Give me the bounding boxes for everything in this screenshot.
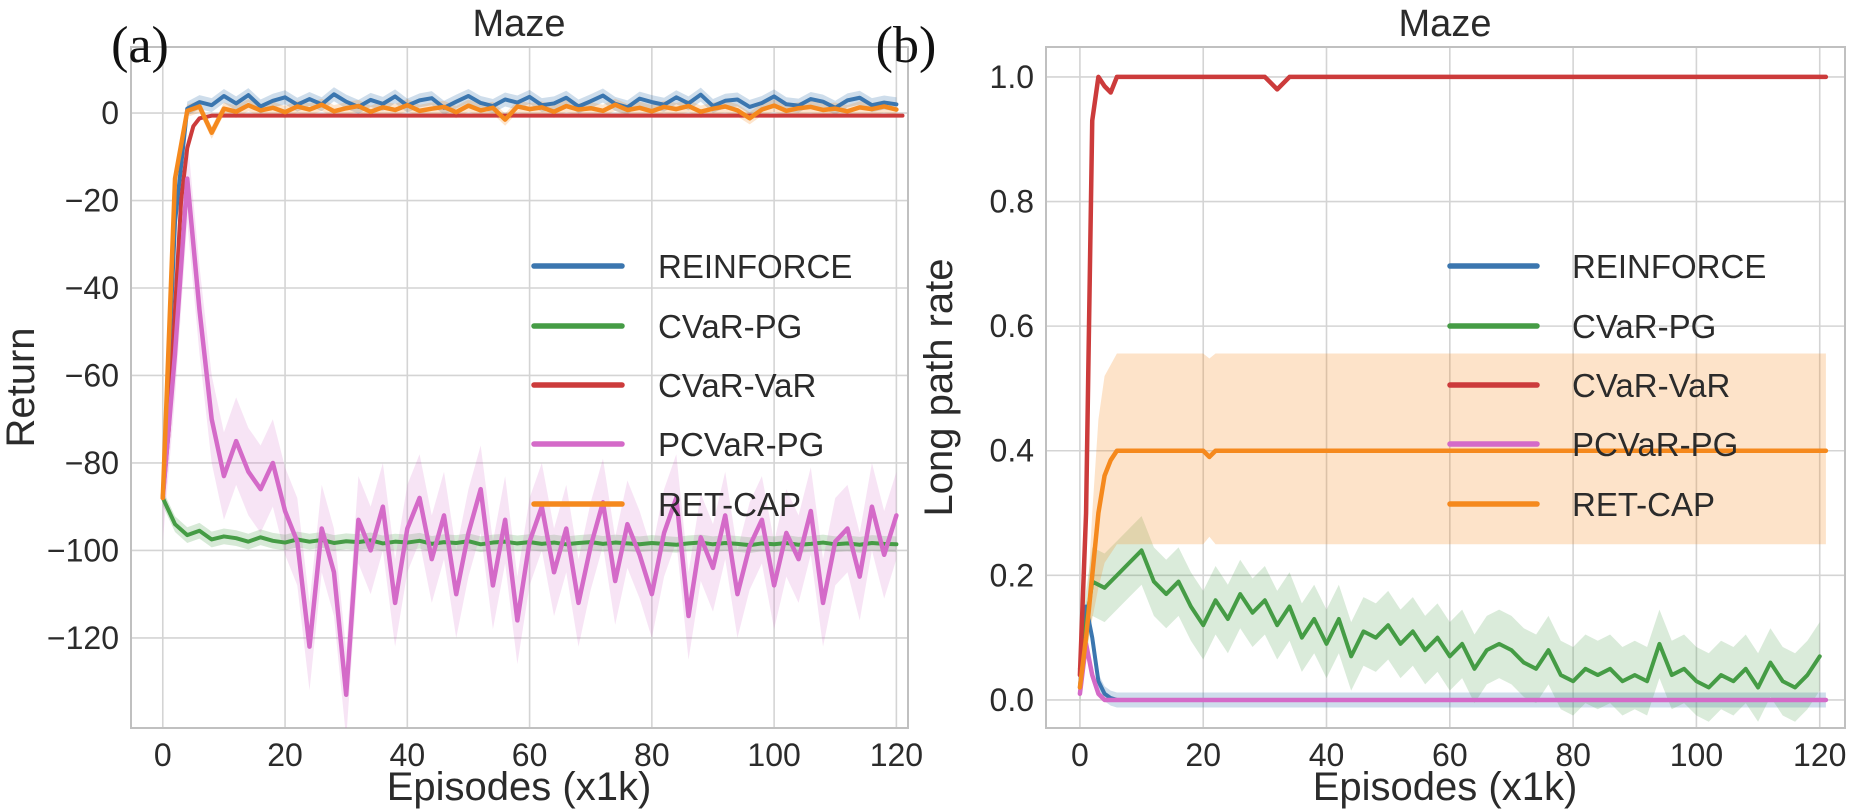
xtick-label-b: 0 — [1071, 737, 1089, 773]
legend-label-CVaR-PG: CVaR-PG — [658, 308, 802, 345]
legend-item-a-CVaR-PG: CVaR-PG — [531, 308, 802, 345]
xtick-label-a: 0 — [154, 737, 172, 773]
legend-label-REINFORCE: REINFORCE — [658, 248, 852, 285]
series-b-CVaR-PG — [1077, 548, 1822, 690]
ytick-label-b: 0.4 — [990, 433, 1034, 469]
axes-frame-a — [130, 46, 909, 729]
panel-letter-b: (b) — [876, 17, 937, 74]
ytick-label-a: −120 — [47, 620, 119, 656]
xtick-label-b: 40 — [1309, 737, 1345, 773]
legend-item-a-PCVaR-PG: PCVaR-PG — [531, 426, 824, 463]
panel-a: 0 20 40 60 80 100 120 0 −20 −40 −60 −80 −100 −120 Maze… — [0, 3, 923, 809]
xtick-label-a: 20 — [267, 737, 303, 773]
chart-title-b: Maze — [1399, 3, 1492, 45]
legend-label-PCVaR-PG: PCVaR-PG — [658, 426, 824, 463]
xtick-label-a: 120 — [870, 737, 923, 773]
legend-label-CVaR-PG: CVaR-PG — [1572, 308, 1716, 345]
chart-title-a: Maze — [473, 3, 566, 45]
ytick-label-b: 0.2 — [990, 557, 1034, 593]
legend-item-b-PCVaR-PG: PCVaR-PG — [1447, 426, 1738, 463]
xtick-label-b: 60 — [1432, 737, 1468, 773]
legend-label-REINFORCE: REINFORCE — [1572, 248, 1766, 285]
band-a-CVaR-PG — [162, 490, 897, 554]
xtick-label-b: 80 — [1555, 737, 1591, 773]
ytick-label-b: 0.6 — [990, 308, 1034, 344]
ytick-label-b: 0.0 — [990, 682, 1034, 718]
legend-item-b-RET-CAP: RET-CAP — [1447, 486, 1715, 523]
legend-label-RET-CAP: RET-CAP — [658, 486, 801, 523]
panel-b: 0 20 40 60 80 100 120 0.0 0.2 0.4 0.6 0.8 1.0 Maze Epi… — [876, 3, 1847, 809]
xtick-label-b: 100 — [1670, 737, 1723, 773]
xtick-label-a: 60 — [512, 737, 548, 773]
series-a-PCVaR-PG — [160, 176, 899, 698]
legend-item-b-CVaR-PG: CVaR-PG — [1447, 308, 1716, 345]
series-b-CVaR-VaR — [1077, 74, 1829, 678]
series-b-RET-CAP — [1077, 448, 1829, 690]
band-b-REINFORCE — [1079, 599, 1826, 708]
x-axis-label-a: Episodes (x1k) — [387, 765, 652, 809]
ytick-label-a: 0 — [101, 95, 119, 131]
legend-item-b-CVaR-VaR: CVaR-VaR — [1447, 367, 1730, 404]
x-axis-label-b: Episodes (x1k) — [1313, 765, 1578, 809]
y-axis-label-a: Return — [0, 327, 43, 447]
legend-b: REINFORCE CVaR-PG CVaR-VaR PCVaR-PG RET-CAP — [1447, 248, 1766, 523]
plot-area-b — [1046, 47, 1845, 728]
ytick-label-a: −20 — [65, 183, 119, 219]
band-a-PCVaR-PG — [162, 134, 897, 728]
legend-a: REINFORCE CVaR-PG CVaR-VaR PCVaR-PG RET-CAP — [531, 248, 852, 523]
legend-label-RET-CAP: RET-CAP — [1572, 486, 1715, 523]
legend-item-a-RET-CAP: RET-CAP — [531, 486, 801, 523]
legend-label-CVaR-VaR: CVaR-VaR — [658, 367, 816, 404]
legend-item-a-CVaR-VaR: CVaR-VaR — [531, 367, 816, 404]
xtick-label-a: 80 — [634, 737, 670, 773]
xtick-label-b: 120 — [1793, 737, 1846, 773]
series-a-REINFORCE — [160, 92, 899, 500]
panel-letter-a: (a) — [111, 17, 169, 74]
axes-frame-b — [1045, 46, 1846, 729]
ytick-label-b: 0.8 — [990, 184, 1034, 220]
series-a-RET-CAP — [160, 102, 899, 501]
legend-label-PCVaR-PG: PCVaR-PG — [1572, 426, 1738, 463]
legend-item-b-REINFORCE: REINFORCE — [1447, 248, 1766, 285]
xtick-label-a: 40 — [390, 737, 426, 773]
xtick-label-b: 20 — [1185, 737, 1221, 773]
xtick-label-a: 100 — [747, 737, 800, 773]
ytick-label-a: −40 — [65, 270, 119, 306]
legend-item-a-REINFORCE: REINFORCE — [531, 248, 852, 285]
ytick-label-b: 1.0 — [990, 59, 1034, 95]
ytick-label-a: −80 — [65, 445, 119, 481]
legend-label-CVaR-VaR: CVaR-VaR — [1572, 367, 1730, 404]
y-axis-label-b: Long path rate — [917, 259, 961, 517]
ytick-label-a: −60 — [65, 357, 119, 393]
series-layer-a — [160, 87, 905, 728]
ytick-label-a: −100 — [47, 532, 119, 568]
band-b-CVaR-PG — [1079, 516, 1820, 722]
